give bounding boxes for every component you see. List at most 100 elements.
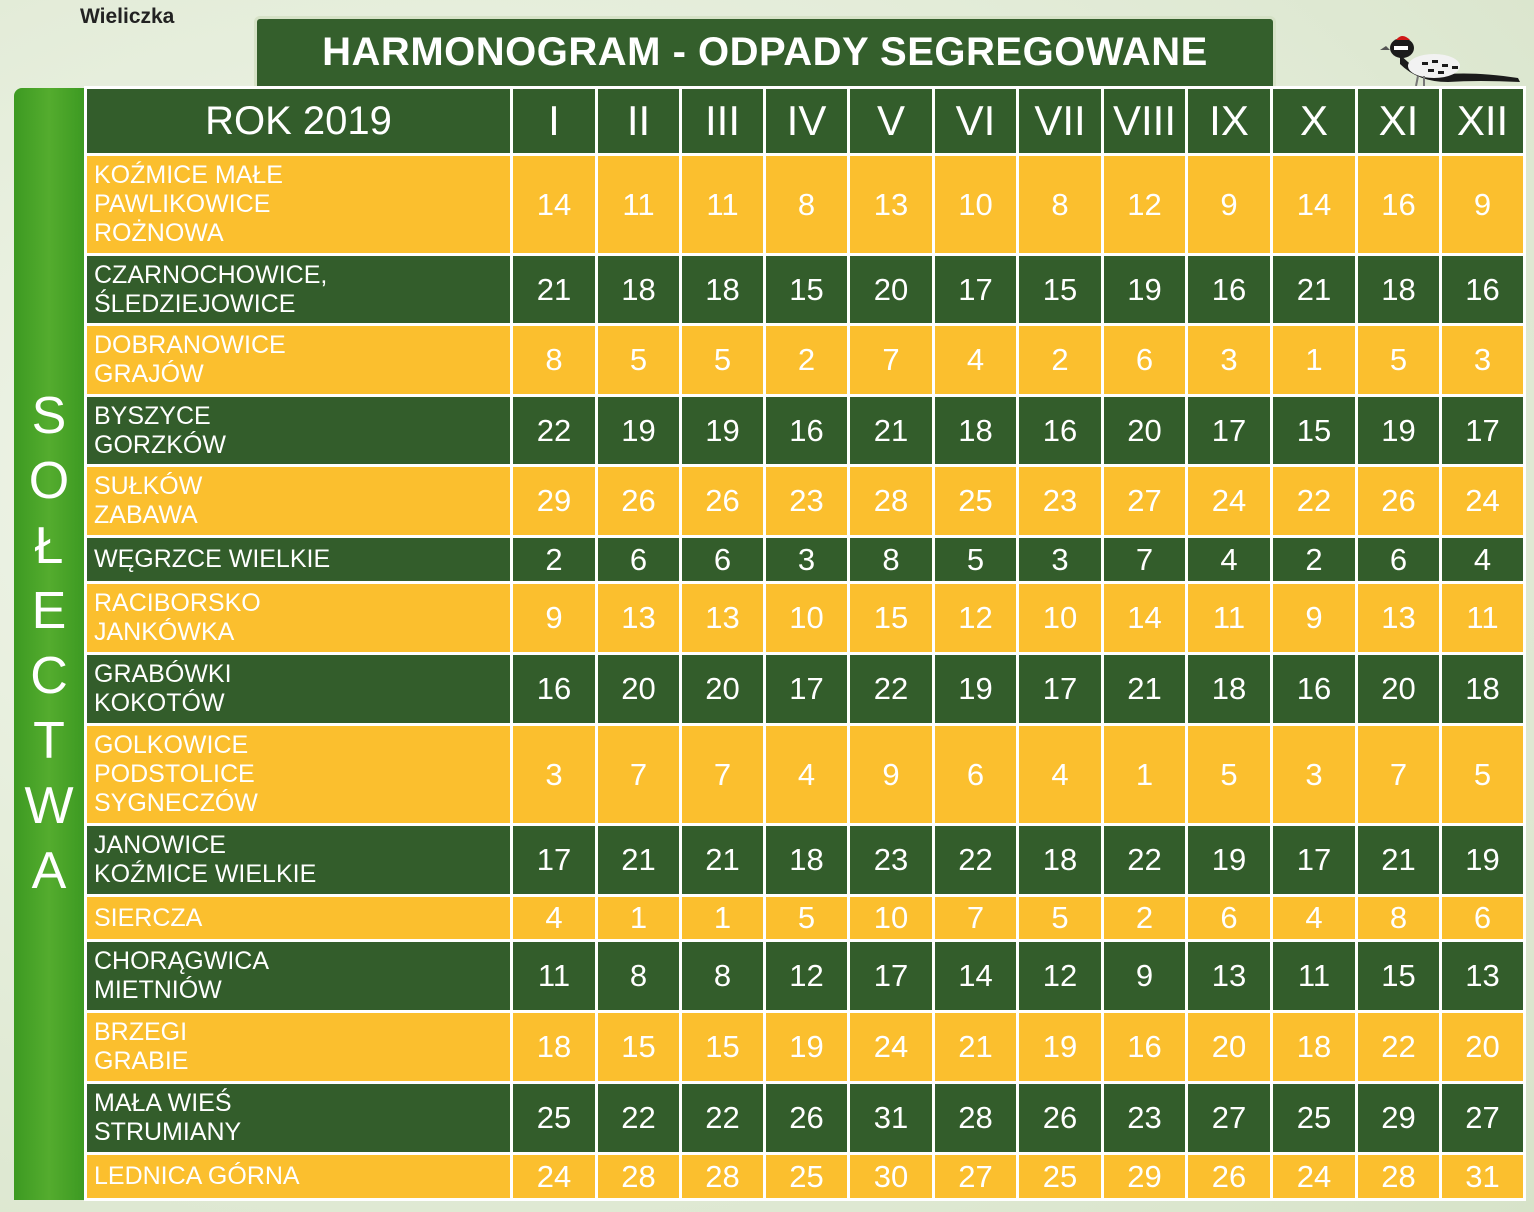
month-header: XII	[1439, 86, 1526, 156]
table-row: LEDNICA GÓRNA 24 28 28 25 30 27 25 29 26 24 28 31	[84, 1152, 1526, 1201]
pickup-day-cell: 10	[932, 153, 1019, 256]
schedule-table: ROK 2019 I II III IV V VI VII VIII IX X …	[84, 86, 1526, 1201]
pickup-day-cell: 18	[510, 1010, 598, 1084]
pickup-day-cell: 6	[932, 723, 1019, 826]
solectwo-name-line: ZABAWA	[94, 501, 198, 529]
solectwo-name: MAŁA WIEŚ STRUMIANY	[84, 1081, 513, 1155]
table-row: DOBRANOWICE GRAJÓW 8 5 5 2 7 4 2 6 3 1 5 3	[84, 323, 1526, 397]
pickup-day-cell: 26	[1185, 1152, 1273, 1201]
pickup-day-cell: 20	[595, 652, 682, 726]
pickup-day-cell: 2	[1101, 894, 1188, 942]
pickup-day-cell: 6	[679, 535, 766, 584]
pickup-day-cell: 15	[1016, 253, 1104, 326]
pickup-day-cell: 23	[763, 464, 850, 538]
pickup-day-cell: 3	[1016, 535, 1104, 584]
pickup-day-cell: 15	[1355, 939, 1442, 1013]
pickup-day-cell: 1	[595, 894, 682, 942]
month-header: I	[510, 86, 598, 156]
solectwo-name: BRZEGI GRABIE	[84, 1010, 513, 1084]
pickup-day-cell: 21	[679, 823, 766, 897]
pickup-day-cell: 9	[510, 581, 598, 655]
pickup-day-cell: 21	[1101, 652, 1188, 726]
pickup-day-cell: 27	[1439, 1081, 1526, 1155]
pickup-day-cell: 3	[510, 723, 598, 826]
pickup-day-cell: 11	[595, 153, 682, 256]
pickup-day-cell: 9	[1270, 581, 1358, 655]
pickup-day-cell: 22	[932, 823, 1019, 897]
month-header: IV	[763, 86, 850, 156]
pickup-day-cell: 21	[1355, 823, 1442, 897]
pickup-day-cell: 4	[763, 723, 850, 826]
pickup-day-cell: 19	[932, 652, 1019, 726]
side-letter: Ł	[34, 517, 64, 575]
solectwo-name-line: MAŁA WIEŚ	[94, 1089, 232, 1117]
pickup-day-cell: 15	[679, 1010, 766, 1084]
pickup-day-cell: 18	[1016, 823, 1104, 897]
pickup-day-cell: 17	[510, 823, 598, 897]
pickup-day-cell: 18	[1355, 253, 1442, 326]
pickup-day-cell: 19	[1439, 823, 1526, 897]
month-header: VII	[1016, 86, 1104, 156]
pickup-day-cell: 25	[1016, 1152, 1104, 1201]
woodpecker-icon	[1380, 36, 1520, 87]
pickup-day-cell: 23	[847, 823, 935, 897]
table-row: BRZEGI GRABIE 18 15 15 19 24 21 19 16 20 18 22 20	[84, 1010, 1526, 1084]
pickup-day-cell: 27	[1185, 1081, 1273, 1155]
solectwo-name: GRABÓWKI KOKOTÓW	[84, 652, 513, 726]
solectwo-name-line: PAWLIKOWICE	[94, 190, 271, 218]
page-title: HARMONOGRAM - ODPADY SEGREGOWANE	[254, 16, 1276, 86]
pickup-day-cell: 20	[1185, 1010, 1273, 1084]
pickup-day-cell: 17	[847, 939, 935, 1013]
pickup-day-cell: 18	[932, 394, 1019, 467]
pickup-day-cell: 17	[1016, 652, 1104, 726]
pickup-day-cell: 7	[1101, 535, 1188, 584]
pickup-day-cell: 14	[932, 939, 1019, 1013]
pickup-day-cell: 14	[510, 153, 598, 256]
pickup-day-cell: 25	[1270, 1081, 1358, 1155]
solectwo-name-line: WĘGRZCE WIELKIE	[94, 545, 331, 573]
pickup-day-cell: 4	[1016, 723, 1104, 826]
month-header: II	[595, 86, 682, 156]
pickup-day-cell: 4	[1270, 894, 1358, 942]
solectwo-name-line: GOLKOWICE	[94, 731, 249, 759]
pickup-day-cell: 17	[1270, 823, 1358, 897]
solectwo-name-line: ŚLEDZIEJOWICE	[94, 289, 296, 318]
side-letter: C	[30, 647, 68, 705]
solectwo-name-line: KOŹMICE MAŁE	[94, 161, 283, 189]
pickup-day-cell: 19	[1101, 253, 1188, 326]
month-header: XI	[1355, 86, 1442, 156]
pickup-day-cell: 5	[763, 894, 850, 942]
solectwo-name: GOLKOWICE PODSTOLICE SYGNECZÓW	[84, 723, 513, 826]
pickup-day-cell: 5	[1355, 323, 1442, 397]
pickup-day-cell: 24	[1270, 1152, 1358, 1201]
side-letter: O	[28, 452, 70, 510]
pickup-day-cell: 15	[595, 1010, 682, 1084]
pickup-day-cell: 19	[1185, 823, 1273, 897]
pickup-day-cell: 6	[1101, 323, 1188, 397]
year-header: ROK 2019	[84, 86, 513, 156]
pickup-day-cell: 11	[1185, 581, 1273, 655]
solectwo-name: SIERCZA	[84, 894, 513, 942]
pickup-day-cell: 11	[510, 939, 598, 1013]
pickup-day-cell: 19	[1016, 1010, 1104, 1084]
pickup-day-cell: 22	[1355, 1010, 1442, 1084]
pickup-day-cell: 5	[932, 535, 1019, 584]
pickup-day-cell: 9	[1439, 153, 1526, 256]
table-row: RACIBORSKO JANKÓWKA 9 13 13 10 15 12 10 14 11 9 13 11	[84, 581, 1526, 655]
pickup-day-cell: 19	[595, 394, 682, 467]
solectwo-name: JANOWICE KOŹMICE WIELKIE	[84, 823, 513, 897]
pickup-day-cell: 6	[595, 535, 682, 584]
pickup-day-cell: 8	[510, 323, 598, 397]
pickup-day-cell: 2	[763, 323, 850, 397]
pickup-day-cell: 18	[1270, 1010, 1358, 1084]
pickup-day-cell: 26	[1355, 464, 1442, 538]
pickup-day-cell: 29	[1355, 1081, 1442, 1155]
pickup-day-cell: 1	[679, 894, 766, 942]
pickup-day-cell: 9	[1185, 153, 1273, 256]
solectwo-name-line: GORZKÓW	[94, 430, 226, 459]
pickup-day-cell: 5	[1016, 894, 1104, 942]
pickup-day-cell: 13	[1439, 939, 1526, 1013]
pickup-day-cell: 23	[1101, 1081, 1188, 1155]
pickup-day-cell: 28	[847, 464, 935, 538]
pickup-day-cell: 5	[1185, 723, 1273, 826]
